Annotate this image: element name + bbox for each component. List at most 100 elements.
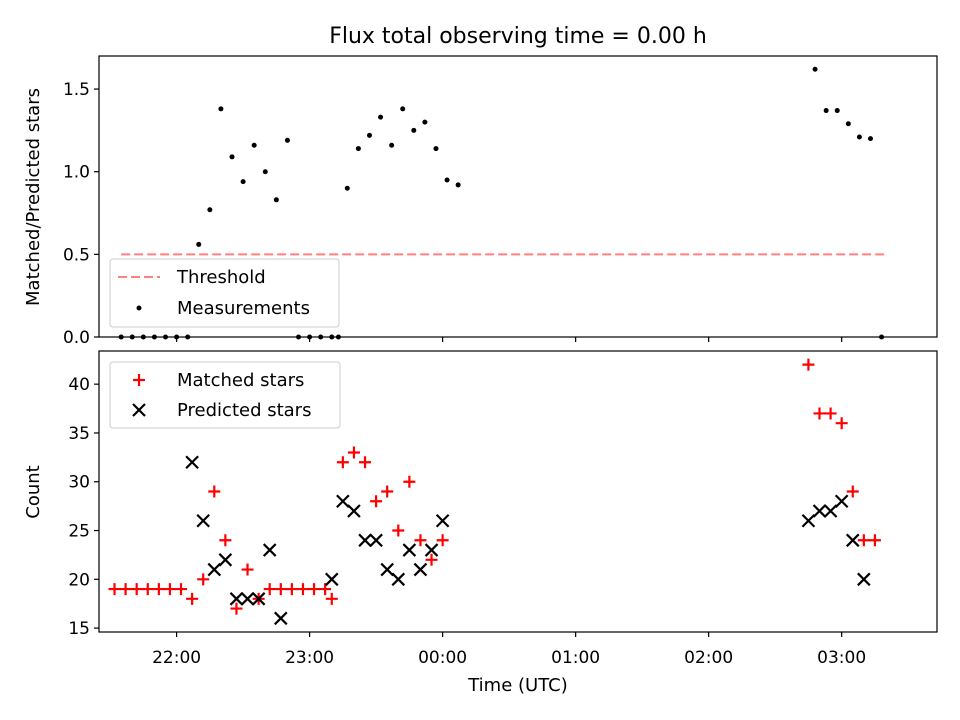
matched-star-point — [846, 485, 859, 498]
measurement-point — [218, 106, 224, 112]
matched-star-point — [359, 456, 372, 469]
matched-star-point — [130, 583, 143, 596]
predicted-star-point — [834, 494, 849, 509]
measurement-point — [422, 119, 428, 125]
top-axes-frame — [98, 55, 938, 338]
measurement-point — [196, 241, 202, 247]
chart-title: Flux total observing time = 0.00 h — [329, 24, 707, 49]
predicted-star-point — [196, 513, 210, 528]
measurement-point — [812, 66, 818, 72]
measurement-point — [251, 142, 257, 148]
x-tick-label: 00:00 — [418, 648, 467, 668]
predicted-star-point — [857, 572, 871, 587]
count-points — [108, 358, 881, 626]
matched-star-point — [308, 583, 321, 596]
matched-star-point — [152, 583, 165, 596]
matched-star-point — [835, 417, 848, 430]
matched-star-point — [802, 358, 815, 371]
measurement-point — [284, 137, 290, 143]
predicted-star-point — [229, 592, 244, 606]
matched-star-point — [824, 407, 837, 420]
matched-star-point — [108, 583, 121, 596]
predicted-star-point — [185, 455, 199, 470]
matched-star-point — [241, 563, 254, 576]
bottom-legend: Matched stars Predicted stars — [109, 361, 341, 429]
matched-star-point — [436, 534, 449, 547]
bottom-axes-frame — [98, 350, 938, 633]
matched-star-point — [263, 583, 276, 596]
x-tick-label: 23:00 — [285, 648, 334, 668]
predicted-star-point — [812, 504, 827, 518]
matched-star-point — [347, 446, 360, 459]
predicted-star-point — [369, 533, 383, 548]
predicted-star-point — [801, 513, 816, 528]
y-tick-label: 25 — [68, 522, 90, 542]
predicted-star-point — [391, 572, 406, 587]
measurement-point — [378, 114, 384, 120]
y-tick-label: 0.5 — [63, 245, 90, 265]
matched-star-point — [230, 602, 243, 615]
measurement-point — [344, 185, 350, 191]
x-tick-label: 02:00 — [684, 648, 733, 668]
x-tick-label: 03:00 — [817, 648, 866, 668]
predicted-star-point — [262, 543, 277, 557]
measurement-point — [856, 134, 862, 140]
predicted-star-point — [402, 543, 417, 557]
matched-star-point — [336, 456, 349, 469]
measurement-point — [207, 207, 213, 213]
y-tick-label: 1.0 — [63, 163, 90, 183]
matched-star-point — [274, 583, 287, 596]
matched-star-point — [163, 583, 176, 596]
predicted-star-point — [240, 592, 255, 606]
predicted-star-point — [274, 611, 288, 626]
bottom-y-ticks: 15 20 25 30 35 40 — [68, 375, 99, 639]
predicted-star-point — [380, 562, 394, 577]
y-tick-label: 20 — [68, 570, 90, 590]
measurement-point — [834, 108, 840, 114]
predicted-star-point — [347, 504, 361, 518]
measurement-point — [389, 142, 395, 148]
bottom-y-axis-label: Count — [23, 465, 44, 518]
predicted-star-point — [207, 562, 222, 577]
bottom-x-ticks: 22:00 23:00 00:00 01:00 02:00 03:00 — [152, 632, 866, 668]
matched-star-point — [813, 407, 826, 420]
legend-predicted-swatch — [132, 403, 146, 417]
top-panel: 0.0 0.5 1.0 1.5 Matched/Predicted stars Thr… — [23, 55, 938, 348]
x-tick-label: 01:00 — [551, 648, 600, 668]
measurement-point — [455, 182, 461, 188]
measurement-point — [444, 177, 450, 183]
predicted-star-point — [358, 533, 372, 548]
measurement-point — [240, 179, 246, 185]
predicted-star-point — [413, 562, 428, 577]
matched-star-point — [219, 534, 232, 547]
bottom-legend-box — [109, 361, 341, 429]
matched-star-point — [414, 534, 427, 547]
matched-star-point — [175, 583, 188, 596]
measurement-point — [433, 146, 439, 152]
legend-measurements-label: Measurements — [177, 298, 310, 319]
legend-predicted-label: Predicted stars — [177, 400, 311, 421]
y-tick-label: 1.5 — [63, 80, 90, 100]
measurement-point — [262, 169, 268, 175]
matched-star-point — [868, 534, 881, 547]
matched-star-point — [319, 583, 332, 596]
matched-star-point — [857, 534, 870, 547]
legend-measurements-swatch — [136, 305, 142, 311]
top-y-axis-label: Matched/Predicted stars — [23, 88, 44, 306]
measurement-point — [229, 154, 235, 160]
measurement-point — [823, 108, 829, 114]
matched-star-point — [425, 553, 438, 566]
measurement-point — [867, 136, 873, 142]
predicted-star-point — [435, 513, 450, 528]
y-tick-label: 35 — [68, 424, 90, 444]
matched-star-point — [392, 524, 405, 537]
matched-star-point — [370, 495, 383, 508]
x-tick-label: 22:00 — [152, 648, 201, 668]
y-tick-label: 0.0 — [63, 328, 90, 348]
matched-star-point — [208, 485, 221, 498]
matched-star-point — [141, 583, 154, 596]
y-tick-label: 40 — [68, 375, 90, 395]
measurement-point — [400, 106, 406, 112]
legend-threshold-label: Threshold — [176, 267, 266, 288]
